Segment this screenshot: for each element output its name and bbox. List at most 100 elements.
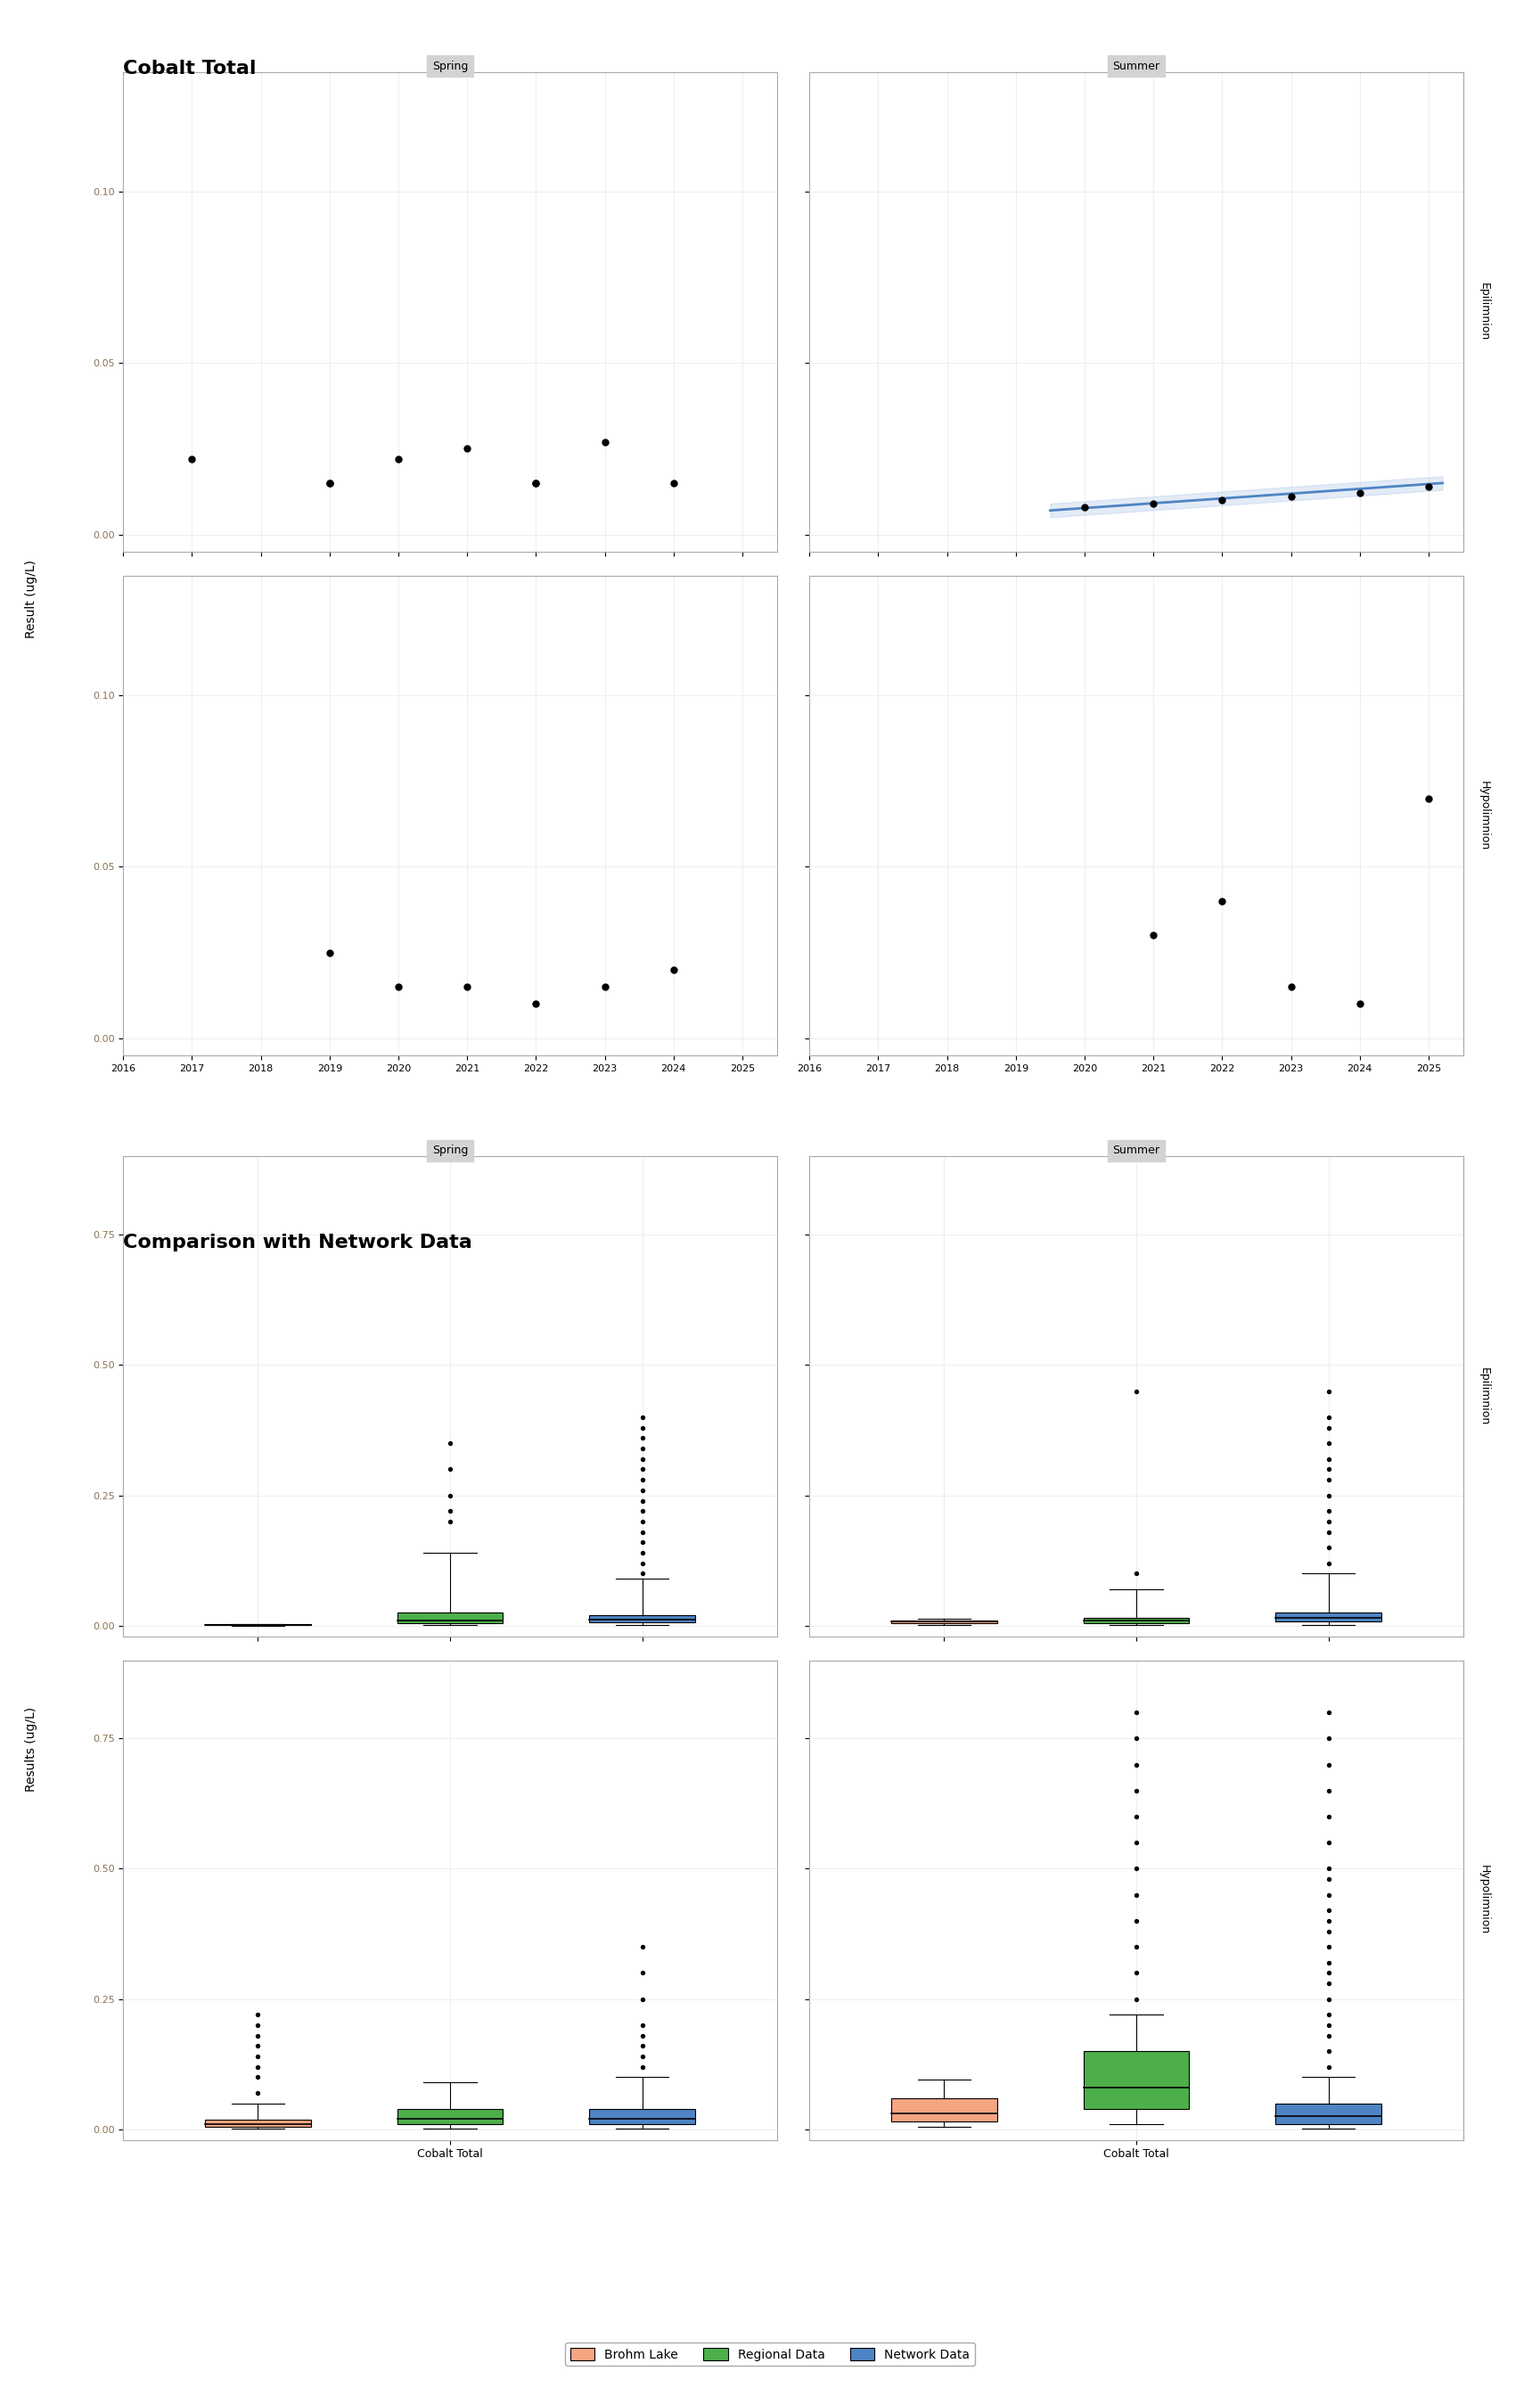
Point <box>1317 1771 1341 1809</box>
Point <box>630 2037 654 2075</box>
Bar <box>397 2108 504 2125</box>
Bar <box>590 2108 695 2125</box>
Point <box>1124 1929 1149 1967</box>
Point <box>1124 1979 1149 2017</box>
Point <box>437 1493 462 1531</box>
Point <box>630 1555 654 1593</box>
Point <box>1317 2032 1341 2070</box>
Point <box>1317 1823 1341 1862</box>
Point <box>245 2027 270 2065</box>
Point <box>630 1543 654 1581</box>
Point <box>1317 1512 1341 1550</box>
Point <box>1124 1902 1149 1941</box>
Point <box>245 2037 270 2075</box>
Point <box>593 422 618 460</box>
Title: Summer: Summer <box>1112 60 1160 72</box>
Point <box>1278 968 1303 1006</box>
Point <box>1317 1476 1341 1514</box>
Point <box>317 934 342 973</box>
Y-axis label: Epilimnion: Epilimnion <box>1478 1368 1489 1426</box>
Point <box>245 2058 270 2096</box>
Point <box>1417 467 1441 506</box>
Point <box>1278 477 1303 515</box>
Point <box>1317 2005 1341 2044</box>
Point <box>630 1502 654 1541</box>
Point <box>1141 484 1166 522</box>
Point <box>630 1471 654 1509</box>
Point <box>387 441 411 479</box>
Point <box>1317 1979 1341 2017</box>
Point <box>661 951 685 990</box>
Point <box>1317 1543 1341 1581</box>
Point <box>1317 1493 1341 1531</box>
Point <box>1317 2017 1341 2056</box>
Point <box>524 465 548 503</box>
Point <box>1317 1929 1341 1967</box>
Point <box>387 968 411 1006</box>
Point <box>317 465 342 503</box>
Point <box>1317 1529 1341 1567</box>
Point <box>630 2049 654 2087</box>
Point <box>524 465 548 503</box>
Point <box>1317 1373 1341 1411</box>
Point <box>1317 1440 1341 1478</box>
Point <box>1348 474 1372 513</box>
Point <box>1210 882 1235 920</box>
Point <box>593 968 618 1006</box>
Bar <box>1083 1617 1189 1622</box>
Bar <box>1275 2104 1381 2125</box>
Point <box>1317 1797 1341 1835</box>
Point <box>1317 1450 1341 1488</box>
Point <box>454 429 479 467</box>
Point <box>524 985 548 1023</box>
Point <box>630 1409 654 1447</box>
Bar <box>1275 1613 1381 1622</box>
Point <box>1317 1876 1341 1914</box>
Bar <box>892 2099 996 2120</box>
Point <box>630 1533 654 1572</box>
Point <box>1072 489 1096 527</box>
Point <box>630 1929 654 1967</box>
Point <box>1141 915 1166 954</box>
Point <box>1124 1744 1149 1783</box>
Point <box>1210 482 1235 520</box>
Point <box>1317 1953 1341 1991</box>
Point <box>1317 1694 1341 1732</box>
Point <box>1317 1890 1341 1929</box>
Bar <box>590 1615 695 1622</box>
Point <box>180 441 205 479</box>
Point <box>630 1462 654 1500</box>
Legend: Brohm Lake, Regional Data, Network Data: Brohm Lake, Regional Data, Network Data <box>565 2343 975 2365</box>
Text: Result (ug/L): Result (ug/L) <box>25 561 37 637</box>
Point <box>1124 1850 1149 1888</box>
Title: Summer: Summer <box>1112 1145 1160 1157</box>
Point <box>1124 1953 1149 1991</box>
Point <box>1317 1996 1341 2034</box>
Point <box>1317 1902 1341 1941</box>
Point <box>1417 779 1441 817</box>
Point <box>1348 985 1372 1023</box>
Title: Spring: Spring <box>433 60 468 72</box>
Point <box>630 1397 654 1435</box>
Point <box>630 1979 654 2017</box>
Point <box>1317 1965 1341 2003</box>
Point <box>630 1953 654 1991</box>
Point <box>437 1450 462 1488</box>
Title: Spring: Spring <box>433 1145 468 1157</box>
Point <box>1124 1823 1149 1862</box>
Point <box>437 1423 462 1462</box>
Point <box>1317 1720 1341 1759</box>
Point <box>1317 2049 1341 2087</box>
Y-axis label: Epilimnion: Epilimnion <box>1478 283 1489 340</box>
Point <box>317 465 342 503</box>
Point <box>630 1430 654 1469</box>
Point <box>630 1440 654 1478</box>
Point <box>630 2027 654 2065</box>
Bar <box>1083 2051 1189 2108</box>
Point <box>630 1524 654 1562</box>
Point <box>661 465 685 503</box>
Text: Cobalt Total: Cobalt Total <box>123 60 257 77</box>
Y-axis label: Hypolimnion: Hypolimnion <box>1478 781 1489 851</box>
Point <box>1124 1771 1149 1809</box>
Text: Comparison with Network Data: Comparison with Network Data <box>123 1234 473 1251</box>
